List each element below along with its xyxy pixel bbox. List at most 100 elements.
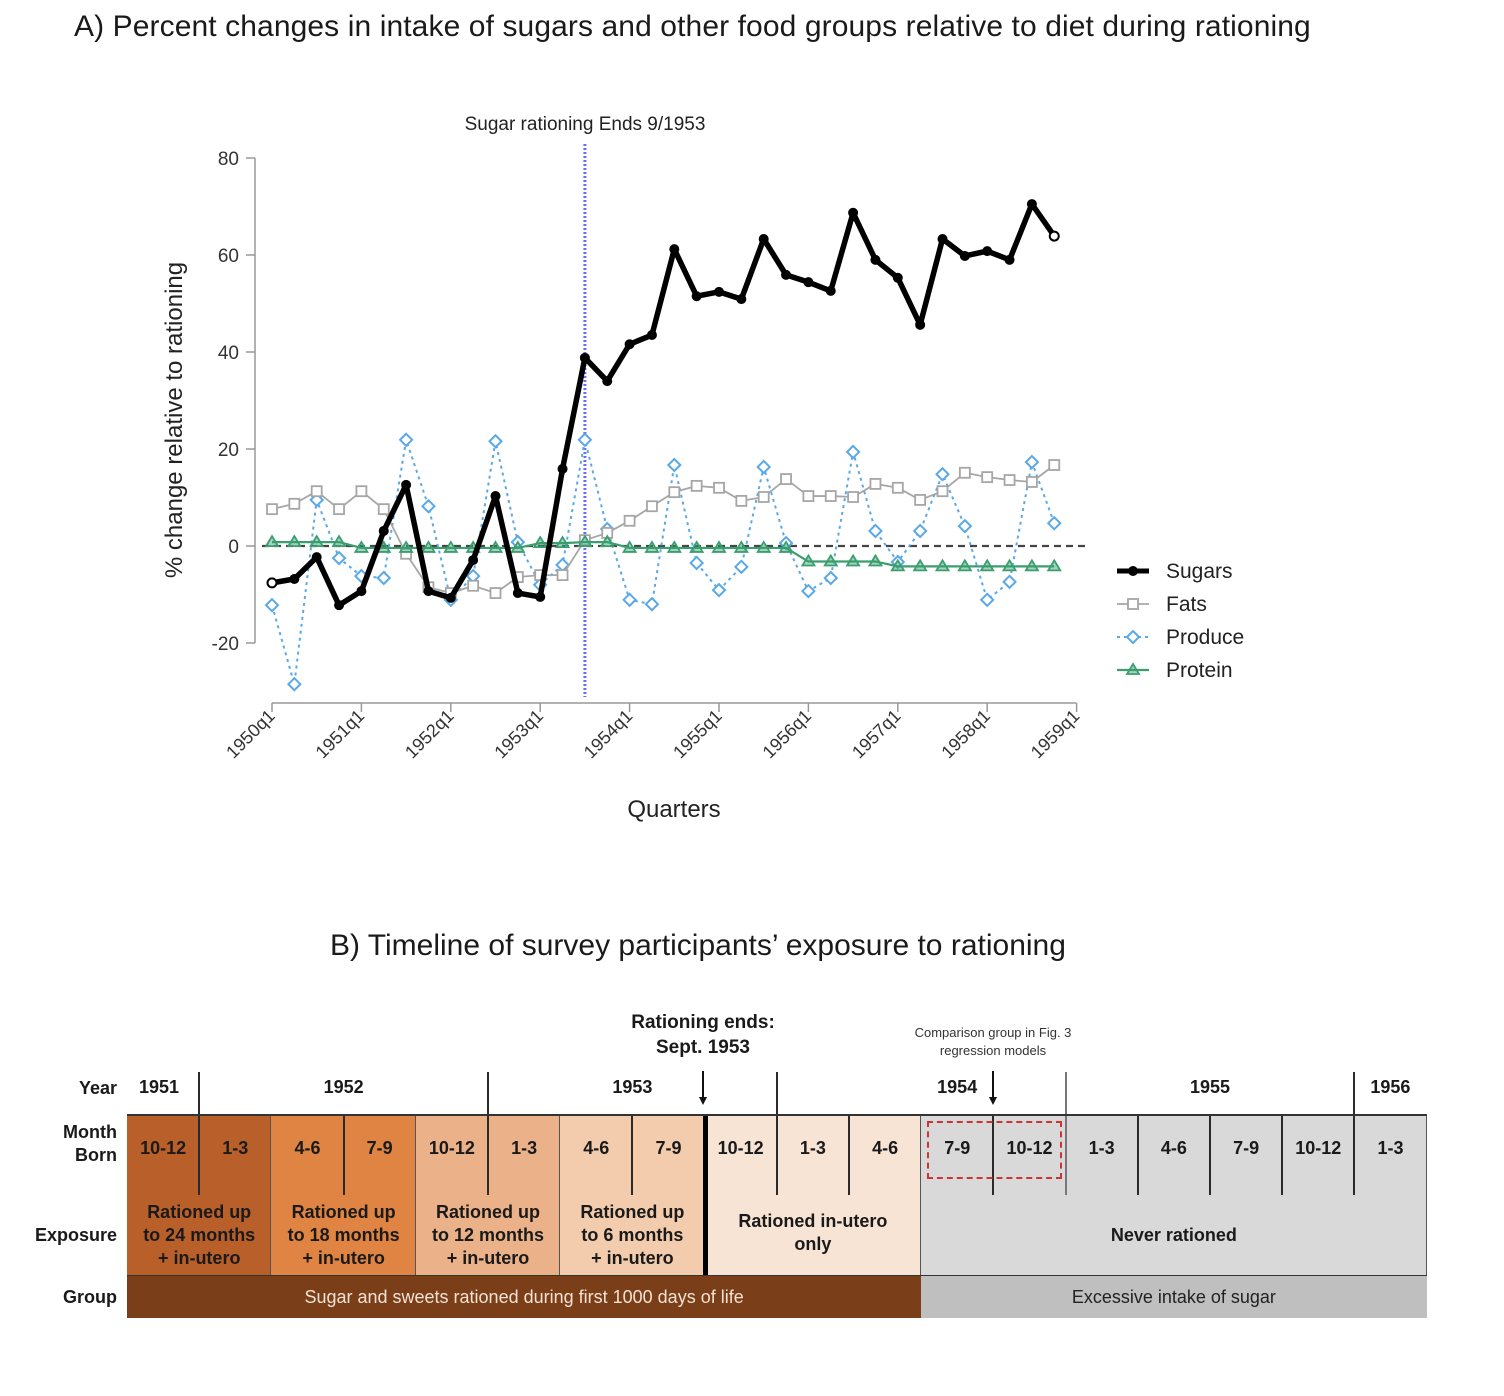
down-arrow-icon xyxy=(699,1097,707,1105)
protein-point xyxy=(353,540,369,553)
fats-point xyxy=(1048,459,1061,471)
fats-point xyxy=(936,485,949,498)
comparison-note-line2: regression models xyxy=(939,1043,1047,1058)
protein-point xyxy=(487,540,504,553)
month-divider xyxy=(848,1115,850,1195)
produce-point xyxy=(689,555,705,571)
sugars-point xyxy=(1048,230,1060,242)
rationing-ends-annotation: Rationing ends: Sept. 1953 xyxy=(631,1010,775,1060)
month-cell: 4-6 xyxy=(583,1137,610,1158)
fats-point xyxy=(489,587,502,599)
year-divider xyxy=(198,1072,201,1195)
sugars-point xyxy=(982,246,993,257)
sugars-point xyxy=(311,552,322,563)
produce-point xyxy=(622,592,638,608)
series-protein xyxy=(264,534,1062,572)
protein-point xyxy=(890,558,906,572)
y-axis-label: % change relative to rationing xyxy=(161,262,188,578)
fats-point xyxy=(869,478,882,490)
comparison-arrow-shaft xyxy=(992,1071,994,1097)
produce-point xyxy=(286,676,302,692)
sugars-point xyxy=(423,586,434,597)
year-label: 1955 xyxy=(1189,1077,1231,1097)
sugars-point xyxy=(445,592,456,603)
row-label-month: Month xyxy=(63,1122,117,1142)
fats-point xyxy=(1003,474,1016,486)
exposure-label-line1: Rationed up xyxy=(580,1201,685,1222)
month-divider xyxy=(1281,1115,1284,1195)
year-divider xyxy=(775,1072,778,1195)
fats-point xyxy=(1026,476,1038,488)
produce-point xyxy=(331,550,347,566)
exposure-label-line1: Never rationed xyxy=(1110,1224,1237,1245)
year-divider xyxy=(1353,1072,1356,1195)
exposure-label-line2: to 18 months xyxy=(287,1224,400,1245)
rationing-ends-line2: Sept. 1953 xyxy=(656,1037,750,1058)
sugars-point xyxy=(781,269,792,280)
fats-point xyxy=(266,503,278,516)
sugars-point xyxy=(334,600,345,611)
fats-point xyxy=(981,471,994,484)
line-chart: -20 0 20 40 60 80 % change relative to rationi… xyxy=(161,114,1244,823)
protein-point xyxy=(554,535,571,548)
sugars-point xyxy=(490,491,501,502)
sugars-point xyxy=(356,586,367,597)
sugars-point xyxy=(266,577,278,589)
fats-point xyxy=(914,494,927,506)
series-fats xyxy=(266,459,1061,599)
sugars-point xyxy=(401,479,412,490)
legend-label: Protein xyxy=(1166,659,1233,682)
exposure-label-line2: only xyxy=(794,1234,832,1254)
protein-point xyxy=(957,558,973,572)
month-cell: 7-9 xyxy=(655,1137,682,1158)
protein-point xyxy=(577,534,593,548)
legend-item-produce: Produce xyxy=(1117,626,1244,649)
produce-point xyxy=(756,459,772,475)
sugars-point xyxy=(915,319,926,330)
sugars-point xyxy=(937,233,948,244)
y-tick-label: 20 xyxy=(218,440,239,461)
comparison-group-annotation: Comparison group in Fig. 3 regression mo… xyxy=(915,1024,1072,1060)
year-label: 1952 xyxy=(323,1077,364,1097)
protein-point xyxy=(689,540,705,553)
timeline-top-border xyxy=(127,1114,1427,1116)
exposure-label-line3: + in-utero xyxy=(302,1247,385,1268)
month-cell: 7-9 xyxy=(1233,1137,1260,1158)
fats-point xyxy=(355,485,368,498)
protein-point xyxy=(331,534,347,548)
protein-point xyxy=(376,540,392,553)
chart-legend: Sugars Fats Produce Protein xyxy=(1117,560,1244,682)
legend-item-protein: Protein xyxy=(1117,659,1233,682)
produce-point xyxy=(421,498,436,514)
row-label-year: Year xyxy=(78,1078,117,1098)
protein-point xyxy=(823,553,839,567)
legend-item-sugars: Sugars xyxy=(1117,560,1233,583)
fats-point xyxy=(288,497,301,510)
exposure-label: Rationed up to 24 months + in-utero xyxy=(127,1195,271,1275)
month-cell: 7-9 xyxy=(944,1137,971,1158)
protein-point xyxy=(599,534,615,548)
protein-point xyxy=(979,558,995,572)
sugars-point xyxy=(289,573,300,584)
sugars-point xyxy=(870,254,881,265)
sugars-line xyxy=(271,201,1057,608)
fats-point xyxy=(690,479,703,492)
exposure-label: Rationed up to 18 months + in-utero xyxy=(271,1195,415,1275)
protein-point xyxy=(867,553,884,567)
protein-point xyxy=(800,553,816,567)
year-divider xyxy=(1064,1072,1067,1195)
exposure-label-line2: to 12 months xyxy=(431,1224,544,1245)
rationing-end-divider xyxy=(702,1115,708,1275)
month-cell: 1-3 xyxy=(799,1137,826,1158)
produce-point xyxy=(577,432,593,448)
protein-point xyxy=(711,540,727,553)
month-cell: 4-6 xyxy=(1160,1137,1187,1158)
month-divider xyxy=(992,1115,995,1195)
exposure-label-line1: Rationed up xyxy=(435,1201,540,1222)
chart-marks: Sugar rationing Ends 9/1953 xyxy=(262,114,1090,697)
sugars-point xyxy=(959,250,970,261)
comparison-group-box xyxy=(927,1121,1062,1179)
protein-point xyxy=(1024,558,1040,572)
panel-a-title: A) Percent changes in intake of sugars a… xyxy=(74,10,1311,43)
